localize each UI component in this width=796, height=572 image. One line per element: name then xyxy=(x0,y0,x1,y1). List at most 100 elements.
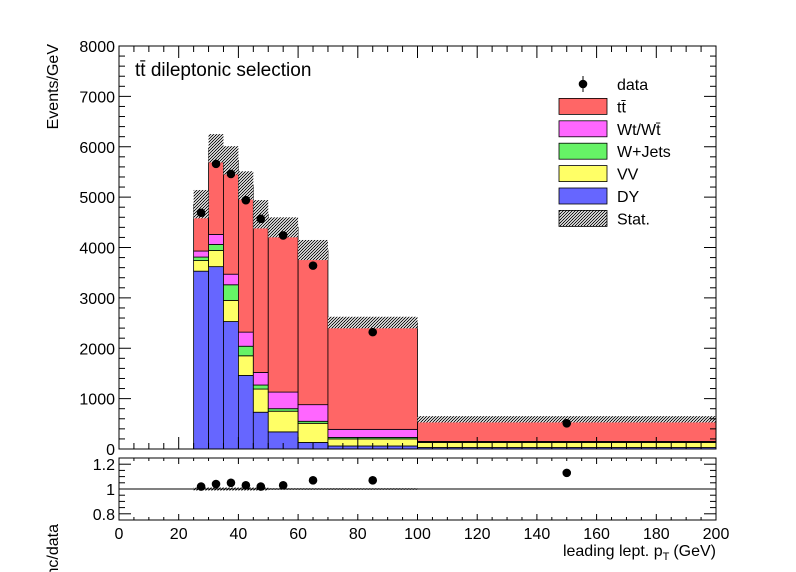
x-axis-label: leading lept. pT (GeV) xyxy=(563,543,716,563)
legend-item-dy: DY xyxy=(558,187,640,206)
stat-band-segment xyxy=(208,134,224,163)
bar-tt xyxy=(267,226,299,393)
bar-vv xyxy=(237,355,254,376)
main-y-ticks: 0 1000 2000 3000 4000 5000 6000 7000 8000 xyxy=(79,39,716,459)
data-marker xyxy=(278,231,288,240)
bar-dy xyxy=(193,270,209,450)
ratio-point xyxy=(196,482,206,491)
main-plot-panel: 0 1000 2000 3000 4000 5000 6000 7000 8000 tt̄ di… xyxy=(45,39,717,459)
stat-band-segment xyxy=(268,217,299,238)
ratio-marker xyxy=(368,476,378,485)
bar-vv xyxy=(223,299,239,322)
x-tick-label: 40 xyxy=(230,526,248,543)
legend-swatch xyxy=(558,165,608,183)
x-axis-label-text: leading lept. p xyxy=(563,543,663,560)
legend-label: data xyxy=(617,77,648,94)
bar-vv xyxy=(267,410,299,433)
x-tick-label: 160 xyxy=(583,526,610,543)
ratio-marker xyxy=(241,480,251,490)
legend-label: Wt/Wt̄ xyxy=(617,122,661,139)
y-tick-label: 7000 xyxy=(79,89,115,106)
ratio-marker xyxy=(226,478,236,488)
bar-wt-wt xyxy=(267,391,299,410)
data-point xyxy=(256,214,266,224)
y-tick-label: 3000 xyxy=(79,291,115,308)
bar-dy xyxy=(252,411,269,450)
y-axis-label: Events/GeV xyxy=(45,44,62,130)
stat-band-segment xyxy=(298,239,328,261)
x-tick-label: 0 xyxy=(115,526,124,543)
main-x-ticks xyxy=(118,46,717,449)
ratio-marker xyxy=(308,476,318,485)
x-tick-label: 60 xyxy=(289,526,307,543)
ratio-point xyxy=(211,479,221,489)
x-tick-label: 180 xyxy=(643,526,670,543)
bar-vv xyxy=(208,250,224,268)
y-tick-label: 0 xyxy=(106,442,115,459)
x-axis-label-subscript: T xyxy=(663,551,670,563)
bar-wt-wt xyxy=(252,372,269,386)
bar-dy xyxy=(237,375,254,450)
legend-item-vv: VV xyxy=(558,165,639,184)
bar-tt xyxy=(237,185,254,333)
ratio-y-tick-label: 1.2 xyxy=(93,457,115,474)
ratio-marker xyxy=(211,479,221,489)
bar-w-jets xyxy=(193,256,209,261)
data-points xyxy=(196,159,572,428)
ratio-point xyxy=(308,476,318,485)
bar-wt-wt xyxy=(193,250,209,258)
ratio-point xyxy=(562,468,572,478)
y-tick-label: 4000 xyxy=(79,241,115,258)
ratio-point xyxy=(368,476,378,485)
x-tick-label: 120 xyxy=(464,526,491,543)
bar-w-jets xyxy=(208,244,224,251)
bar-vv xyxy=(193,260,209,272)
ratio-marker xyxy=(562,468,572,478)
data-marker xyxy=(308,261,318,270)
bar-wt-wt xyxy=(297,404,329,422)
bar-dy xyxy=(208,266,224,450)
bar-dy xyxy=(223,321,239,450)
data-point xyxy=(562,419,572,428)
x-tick-label: 100 xyxy=(404,526,431,543)
bar-w-jets xyxy=(237,345,254,357)
bar-wt-wt xyxy=(327,428,418,438)
data-point xyxy=(308,261,318,270)
ratio-marker xyxy=(256,482,266,491)
plot-title: tt̄ dileptonic selection xyxy=(135,60,311,81)
data-point xyxy=(278,231,288,240)
bar-w-jets xyxy=(252,384,269,390)
data-marker xyxy=(241,195,251,205)
x-tick-label: 140 xyxy=(524,526,551,543)
y-tick-label: 8000 xyxy=(79,39,115,56)
stat-band-segment xyxy=(327,316,418,329)
ratio-marker xyxy=(196,482,206,491)
y-tick-label: 2000 xyxy=(79,341,115,358)
ratio-y-tick-label: 0.8 xyxy=(93,507,115,524)
bar-vv xyxy=(252,388,269,413)
data-point xyxy=(196,208,206,218)
legend-swatch xyxy=(558,187,608,205)
bar-tt xyxy=(327,322,418,430)
data-point xyxy=(241,195,251,205)
legend-swatch xyxy=(558,120,608,138)
ratio-y-tick-label: 1 xyxy=(106,482,115,499)
legend-label: tt̄ xyxy=(617,99,626,116)
legend: data tt̄ Wt/Wt̄ W+Jets VV DY Stat. xyxy=(558,76,671,228)
data-marker xyxy=(226,169,236,179)
bar-wt-wt xyxy=(223,273,239,286)
data-marker xyxy=(211,159,221,169)
x-tick-label: 20 xyxy=(170,526,188,543)
legend-label: Stat. xyxy=(617,211,650,228)
stat-band-segment xyxy=(238,171,254,200)
bar-tt xyxy=(252,213,269,373)
ratio-marker xyxy=(278,480,288,490)
data-marker xyxy=(562,419,572,428)
bar-wt-wt xyxy=(237,331,254,347)
legend-item-w-jets: W+Jets xyxy=(558,142,671,161)
data-marker xyxy=(256,214,266,224)
bar-wt-wt xyxy=(208,234,224,245)
legend-swatch xyxy=(558,98,608,115)
stat-band-segment xyxy=(253,200,269,229)
